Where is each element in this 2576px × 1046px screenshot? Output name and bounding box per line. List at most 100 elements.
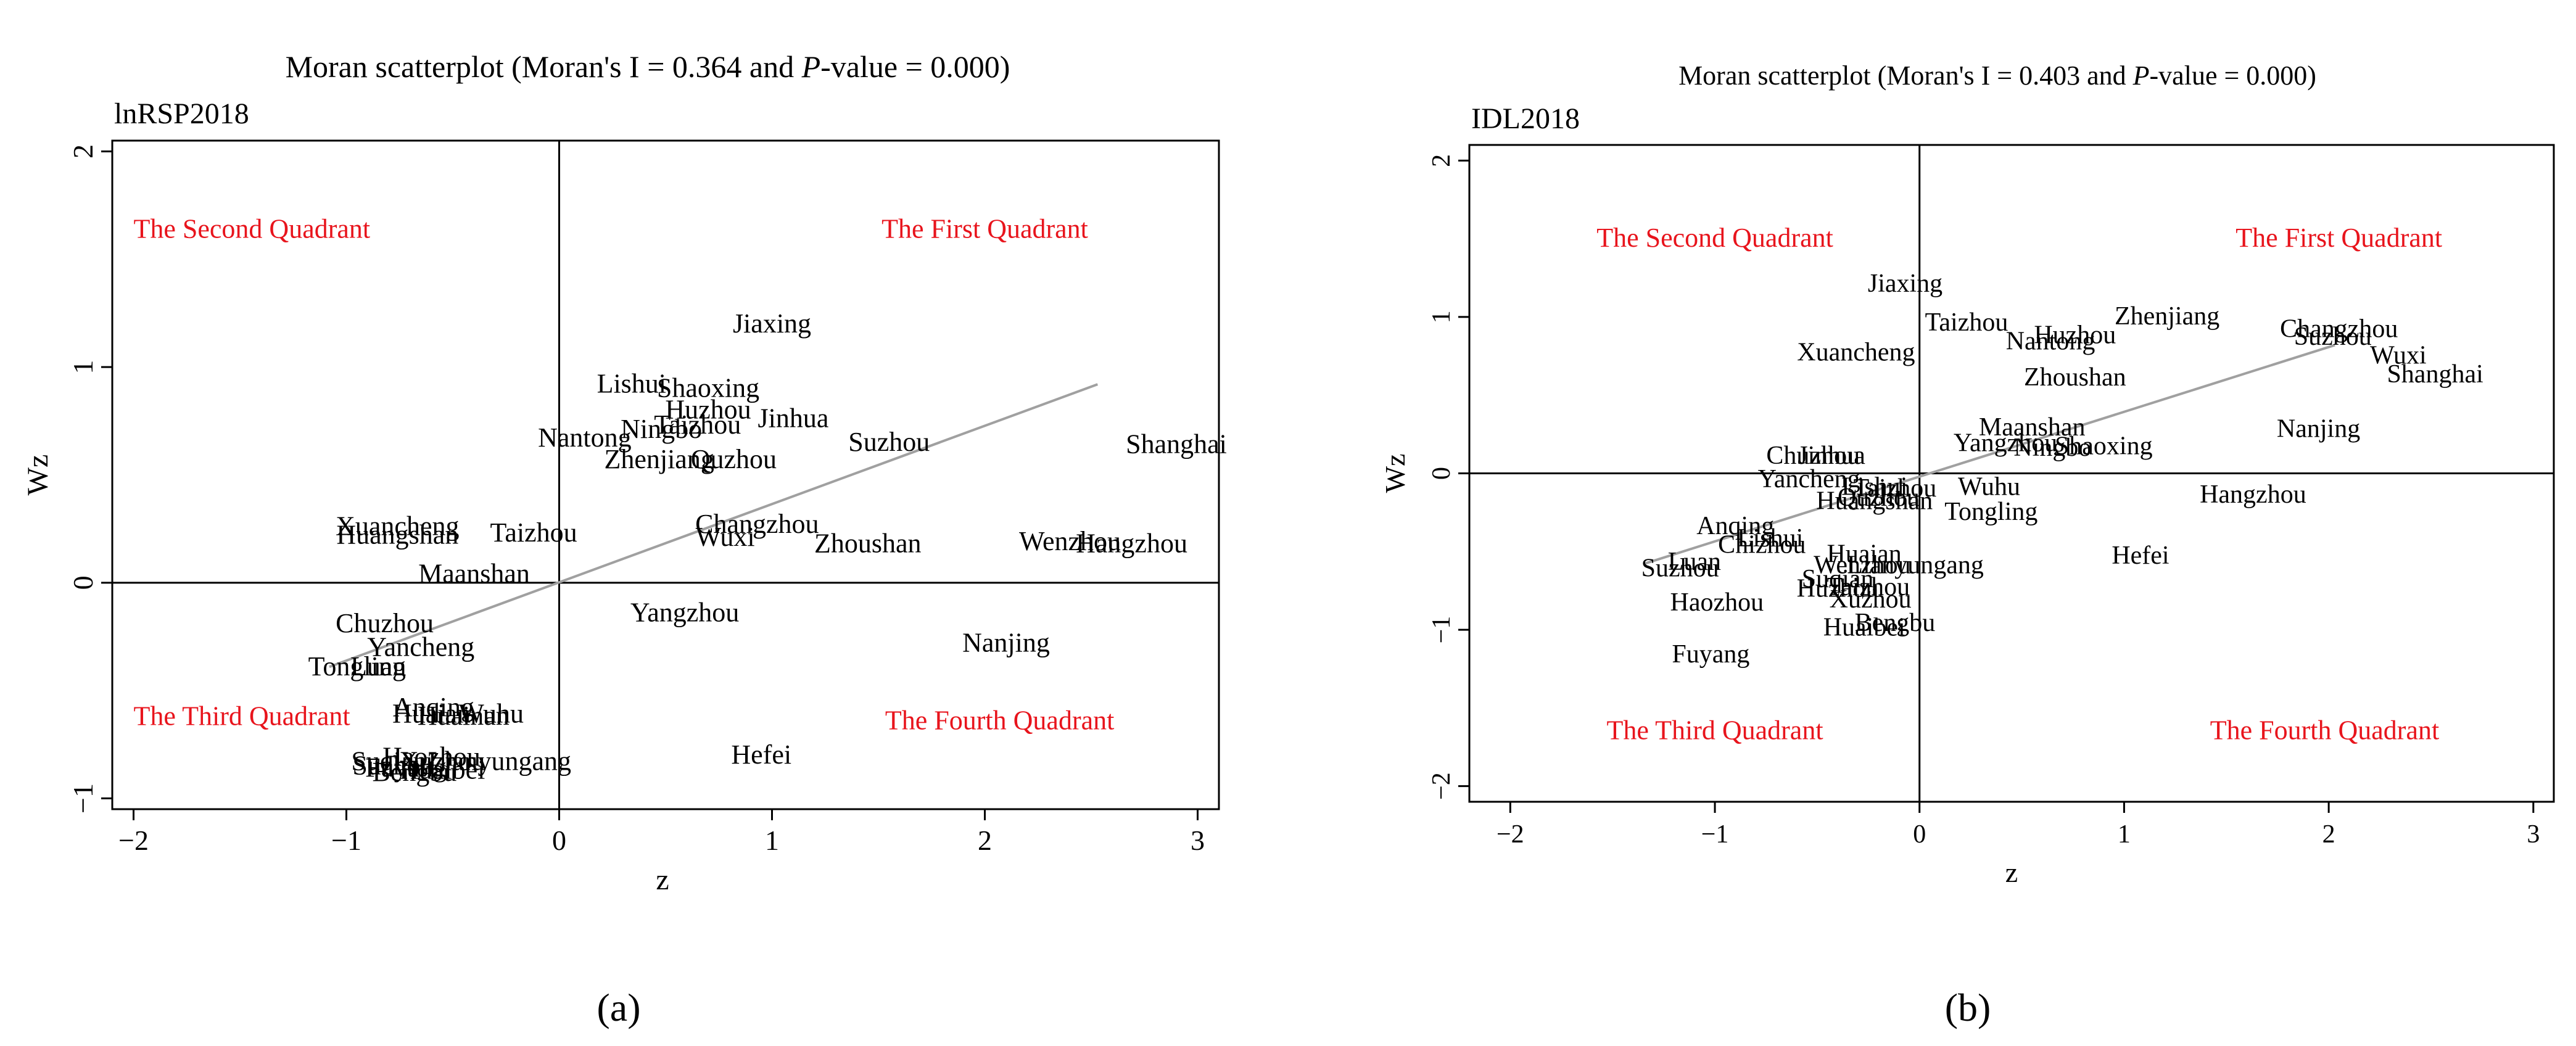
point-label: Xuancheng [336, 511, 459, 542]
x-tick-label: −1 [331, 825, 361, 856]
quadrant-label-second: The Second Quadrant [1596, 223, 1833, 253]
point-label: Shaoxing [657, 373, 759, 403]
point-label: Zhenjiang [604, 444, 714, 474]
plot-area-a: −2 −1 0 1 2 3 −1 0 1 2 z Wz The First Quadrant The Se… [22, 139, 1227, 896]
y-axis-title: Wz [22, 455, 54, 496]
x-tick-label: 1 [2118, 820, 2131, 849]
x-tick-label: 3 [2527, 820, 2540, 849]
point-label: Nantong [2006, 327, 2095, 356]
point-label: Nanjing [962, 627, 1050, 657]
point-label: Changzhou [2280, 315, 2398, 343]
point-label: Taizhou [490, 517, 577, 548]
point-label: Hefei [2112, 542, 2169, 570]
point-label: Suqian [1802, 565, 1874, 593]
x-tick-label: 1 [765, 825, 779, 856]
point-label: Jiaxing [733, 308, 811, 339]
point-label: Quzhou [691, 444, 777, 474]
point-label: Bengbu [1855, 609, 1936, 637]
x-tick-label: 2 [978, 825, 992, 856]
x-tick-label: −2 [118, 825, 149, 856]
y-tick-label: 2 [67, 144, 99, 159]
point-label: Haozhou [382, 742, 481, 772]
plot-frame [111, 139, 1220, 810]
x-tick-label: −2 [1496, 820, 1524, 849]
point-label: Shaoxing [2055, 432, 2153, 461]
point-label: Huangshan [1816, 487, 1933, 515]
panel-b: Moran scatterplot (Moran's I = 0.403 and… [1379, 60, 2555, 1029]
point-label: Yancheng [1758, 465, 1860, 493]
point-label: Huaibei [1823, 614, 1905, 642]
x-axis-title: z [2005, 857, 2018, 888]
quadrant-label-fourth: The Fourth Quadrant [885, 706, 1114, 736]
x-tick-label: 0 [1913, 820, 1926, 849]
point-label: Zhenjiang [2115, 302, 2219, 331]
point-label: Tongling [1944, 498, 2037, 526]
panel-b-label: (b) [1945, 986, 1991, 1029]
point-label: Lishui [1841, 472, 1907, 501]
point-label: Suzhou [1641, 554, 1719, 582]
y-tick-label: −1 [1427, 616, 1456, 644]
quadrant-label-third: The Third Quadrant [134, 701, 350, 731]
point-label: Wuxi [2370, 341, 2427, 369]
quadrant-label-fourth: The Fourth Quadrant [2210, 715, 2439, 746]
point-label: Suzhou [352, 751, 434, 781]
regression-fit-line [329, 383, 1099, 669]
point-label: Hangzhou [1076, 528, 1187, 558]
point-label: Ningbo [2013, 434, 2091, 462]
point-label: Quzhou [1838, 484, 1920, 512]
point-label: Huaian [392, 699, 471, 729]
panel-a-label: (a) [597, 986, 640, 1029]
quadrant-label-third: The Third Quadrant [1606, 715, 1823, 746]
y-axis-title: Wz [1379, 454, 1411, 493]
point-label: Wenzhou [1814, 551, 1911, 579]
point-label: Taizhou [1827, 573, 1910, 601]
point-label: Huaibei [399, 755, 485, 785]
quadrant-label-first: The First Quadrant [881, 213, 1088, 244]
panel-b-title: Moran scatterplot (Moran's I = 0.403 and… [1678, 60, 2316, 91]
x-tick-label: 2 [2322, 820, 2335, 849]
point-label: Huaian [1827, 540, 1902, 569]
point-label: Wenzhou [1019, 526, 1121, 556]
point-label: Nantong [538, 422, 632, 453]
point-label: Lishui [1737, 524, 1803, 553]
point-label: Jinhua [1798, 442, 1865, 470]
point-label: Suqian [351, 746, 426, 776]
point-label: Yangzhou [630, 597, 739, 627]
point-label: Huangshan [336, 520, 458, 550]
point-label: Ningbo [621, 414, 702, 444]
point-label: Hangzhou [2200, 480, 2306, 509]
point-label: Shanghai [1126, 429, 1227, 459]
point-label: Huzhou [2034, 321, 2116, 350]
y-tick-label: 0 [1427, 467, 1456, 480]
point-label: Hefei [731, 739, 791, 770]
point-label: Wuxi [696, 522, 755, 552]
y-tick-label: 1 [1427, 310, 1456, 323]
x-tick-label: 0 [552, 825, 566, 856]
point-label: Suzhou [2294, 323, 2372, 351]
point-label: Lianyungang [428, 746, 571, 776]
point-label: Xuancheng [1797, 338, 1915, 366]
point-label: Xuzhou [1830, 585, 1912, 614]
point-label: Maanshan [1979, 413, 2086, 442]
point-label: Haozhou [1670, 588, 1764, 617]
quadrant-label-second: The Second Quadrant [134, 213, 371, 244]
point-label: Huzhou [665, 395, 751, 425]
point-label: Lishui [597, 369, 666, 399]
point-label: Chizhou [1718, 530, 1806, 559]
panel-a-variable-label: lnRSP2018 [114, 97, 249, 130]
point-label: Anqing [1696, 512, 1774, 540]
point-label: Zhoushan [814, 528, 922, 558]
point-label: Fuyang [365, 752, 447, 783]
point-label: Huzhou [1797, 574, 1879, 603]
point-label: Shanghai [2387, 360, 2483, 389]
point-label: Huainan [418, 701, 510, 731]
point-label: Taizhou [654, 410, 741, 440]
panel-a-title: Moran scatterplot (Moran's I = 0.364 and… [286, 49, 1010, 84]
plot-area-b: −2 −1 0 1 2 3 −2 −1 0 1 2 z Wz The First Quadrant The … [1379, 144, 2555, 888]
point-label: Chuzhou [336, 608, 434, 638]
point-label: Bengbu [372, 757, 456, 787]
point-label: Yangzhou [1954, 429, 2057, 457]
point-label: Xuzhou [399, 746, 485, 776]
point-label: Changzhou [695, 509, 819, 539]
